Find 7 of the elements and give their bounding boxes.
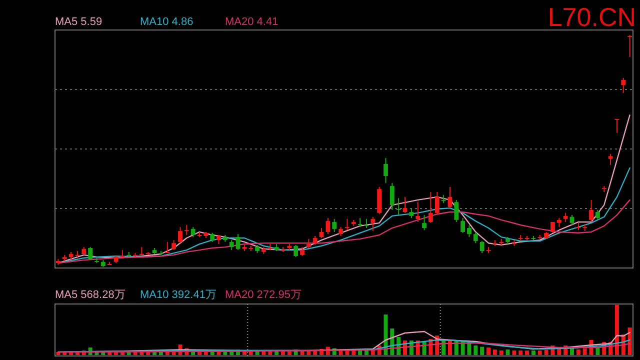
chart-title: L70.CN xyxy=(548,2,636,32)
text: MA20 4.41 xyxy=(225,16,278,28)
text: MA10 4.86 xyxy=(140,16,194,28)
text: MA5 5.59 xyxy=(55,16,102,28)
text: MA20 272.95万 xyxy=(225,289,302,301)
text: MA10 392.41万 xyxy=(140,289,216,301)
text: MA5 568.28万 xyxy=(55,289,126,301)
